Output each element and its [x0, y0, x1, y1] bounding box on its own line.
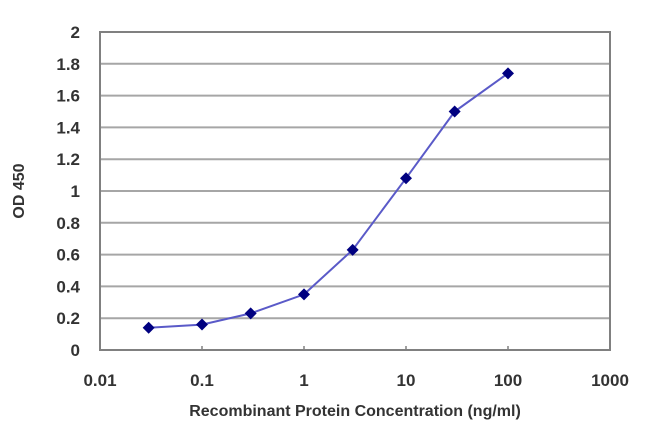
x-tick-label: 10 — [397, 371, 416, 390]
x-tick-label: 1 — [299, 371, 308, 390]
y-tick-label: 0.8 — [56, 214, 80, 233]
data-point-marker — [502, 67, 514, 80]
y-tick-label: 0.2 — [56, 309, 80, 328]
y-tick-label: 1.8 — [56, 55, 80, 74]
x-tick-label: 0.01 — [83, 371, 116, 390]
data-point-marker — [142, 321, 155, 334]
gridlines — [100, 62, 610, 320]
x-axis-title: Recombinant Protein Concentration (ng/ml… — [189, 403, 521, 420]
y-tick-label: 1.6 — [56, 87, 80, 106]
y-tick-label: 1 — [71, 182, 80, 201]
y-tick-label: 1.4 — [56, 118, 80, 137]
series-line — [148, 72, 509, 329]
data-point-marker — [244, 307, 257, 320]
y-tick-label: 0.6 — [56, 246, 80, 265]
x-axis-tick-labels: 0.01 0.1 1 10 100 1000 — [83, 371, 628, 390]
y-tick-label: 0.4 — [56, 277, 80, 296]
y-axis-tick-labels: 0 0.2 0.4 0.6 0.8 1 1.2 1.4 1.6 1.8 2 — [56, 23, 80, 360]
x-axis-ticks — [99, 346, 611, 350]
x-tick-label: 1000 — [591, 371, 629, 390]
data-point-marker — [346, 243, 359, 256]
data-point-marker — [298, 288, 310, 301]
data-point-markers — [142, 67, 514, 334]
data-point-marker — [448, 105, 461, 118]
y-tick-label: 2 — [71, 23, 80, 42]
y-tick-label: 1.2 — [56, 150, 80, 169]
y-tick-label: 0 — [71, 341, 80, 360]
plot-area — [99, 31, 611, 351]
data-point-marker — [196, 318, 208, 331]
y-axis-title: OD 450 — [11, 163, 28, 218]
x-tick-label: 0.1 — [190, 371, 214, 390]
x-tick-label: 100 — [494, 371, 522, 390]
data-point-marker — [400, 172, 412, 185]
